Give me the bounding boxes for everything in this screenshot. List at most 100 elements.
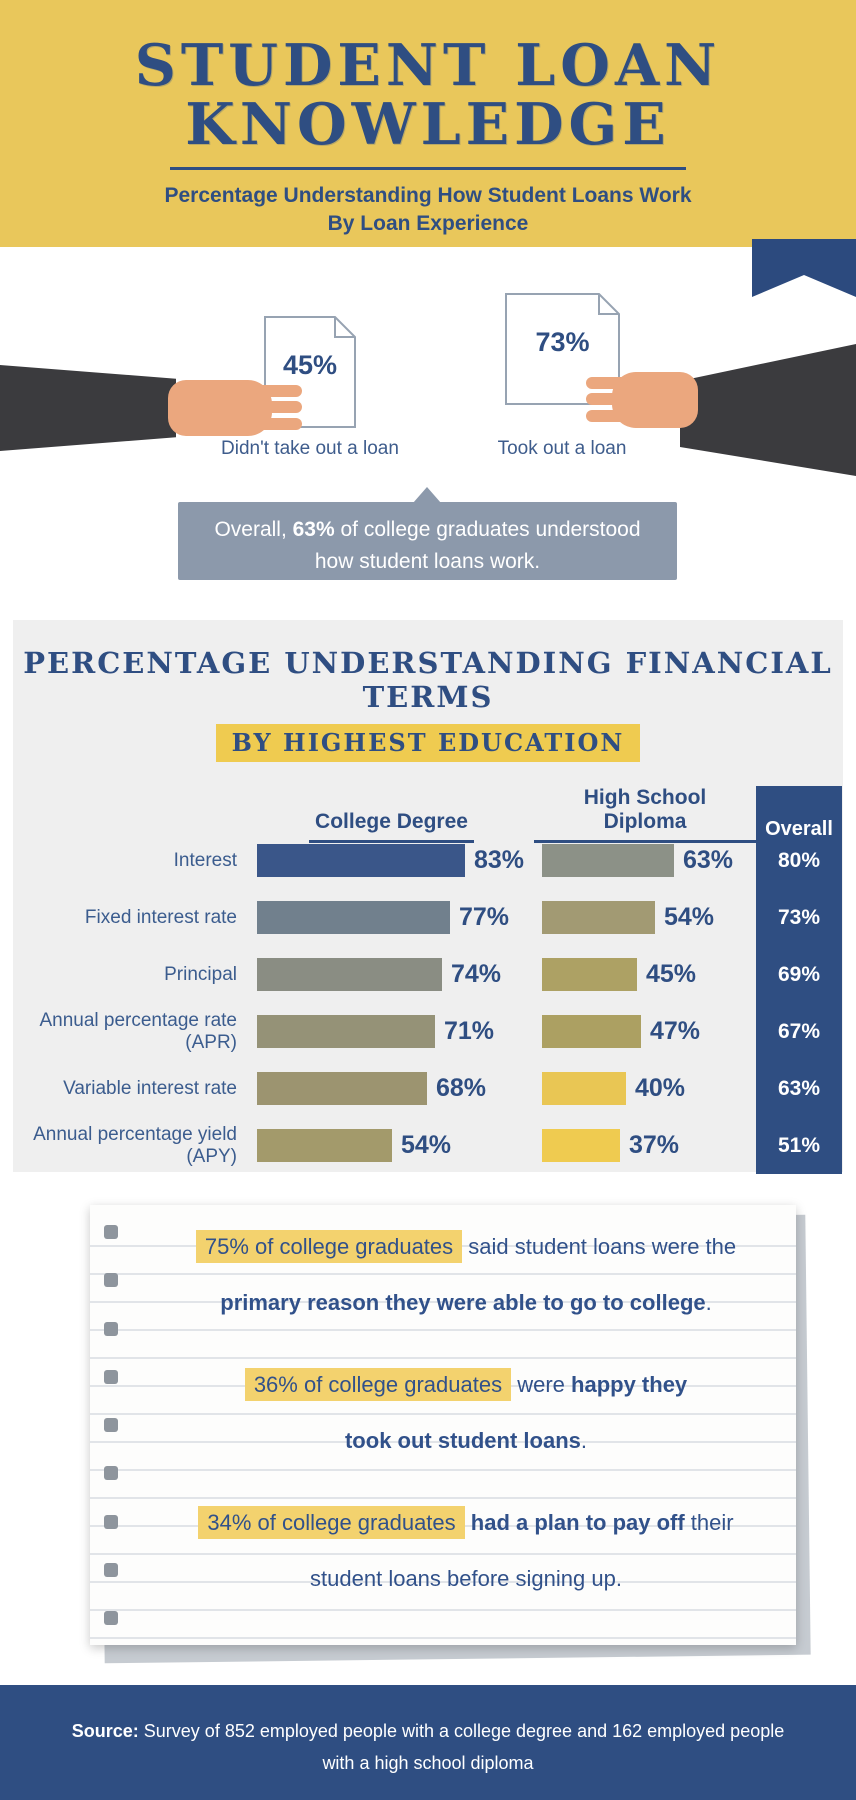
college-bar xyxy=(257,844,465,877)
hs-bar xyxy=(542,958,637,991)
college-bar-cell: 74% xyxy=(249,958,534,991)
college-bar-value: 77% xyxy=(459,903,510,931)
overall-suffix: of college graduates understood xyxy=(334,518,641,541)
college-bar xyxy=(257,1129,392,1162)
fact-1-line1: 75% of college graduates said student lo… xyxy=(154,1219,778,1275)
overall-value: 63% xyxy=(777,1076,821,1100)
college-column-header: College Degree xyxy=(249,810,534,851)
overall-value: 80% xyxy=(777,848,821,872)
hs-column-header: High School Diploma xyxy=(534,786,756,851)
loan-label: Took out a loan xyxy=(497,438,627,459)
college-bar xyxy=(257,1072,427,1105)
college-bar-cell: 77% xyxy=(249,901,534,934)
hs-bar-cell: 47% xyxy=(534,1015,756,1048)
footer: Source: Survey of 852 employed people wi… xyxy=(0,1685,856,1800)
paper-icon xyxy=(505,293,620,405)
finger-icon xyxy=(256,418,302,430)
overall-percent: 63% xyxy=(292,518,335,541)
overall-value: 67% xyxy=(777,1019,821,1043)
college-bar-cell: 71% xyxy=(249,1015,534,1048)
left-arm-sleeve xyxy=(0,365,176,451)
notebook-sheet xyxy=(90,1205,796,1645)
hs-bar-cell: 54% xyxy=(534,901,756,934)
no-loan-label: Didn't take out a loan xyxy=(221,438,399,459)
paper-no-loan: 45% xyxy=(264,316,356,433)
chart-table: College Degree High School Diploma Overa… xyxy=(14,786,842,1174)
college-bar-cell: 68% xyxy=(249,1072,534,1105)
hs-bar-cell: 45% xyxy=(534,958,756,991)
page-subtitle-line1: Percentage Understanding How Student Loa… xyxy=(164,183,692,207)
spiral-hole xyxy=(104,1562,118,1577)
spiral-hole xyxy=(104,1611,118,1625)
hs-bar-cell: 63% xyxy=(534,844,756,877)
hs-bar-cell: 37% xyxy=(534,1129,756,1162)
hs-bar-cell: 40% xyxy=(534,1072,756,1105)
college-bar-value: 71% xyxy=(444,1017,495,1045)
hs-bar-value: 47% xyxy=(650,1017,701,1045)
spiral-hole xyxy=(104,1321,118,1336)
hs-bar xyxy=(542,901,655,934)
hs-bar-value: 54% xyxy=(664,903,715,931)
chart-row: Annual percentage rate (APR) 71% 47% 67% xyxy=(14,1003,842,1060)
fact-1: 75% of college graduates said student lo… xyxy=(154,1219,778,1331)
term-label: Annual percentage yield (APY) xyxy=(33,1123,237,1167)
overall-banner-line2: how student loans work. xyxy=(314,549,541,573)
term-label: Principal xyxy=(164,963,237,985)
loan-value: 73% xyxy=(535,327,590,357)
overall-value: 51% xyxy=(777,1133,821,1157)
banner-notch xyxy=(413,487,441,503)
paper-loan: 73% xyxy=(505,293,620,410)
chart-header-row: College Degree High School Diploma Overa… xyxy=(14,786,842,843)
fact-2: 36% of college graduates were happy they… xyxy=(154,1357,778,1469)
fact-3: 34% of college graduates had a plan to p… xyxy=(154,1495,778,1607)
college-bar-value: 68% xyxy=(436,1074,487,1102)
page-title-line2: KNOWLEDGE xyxy=(185,91,671,159)
finger-icon xyxy=(586,410,628,422)
hs-bar-value: 37% xyxy=(629,1131,680,1159)
term-label: Annual percentage rate (APR) xyxy=(39,1009,237,1053)
chart-row: Fixed interest rate 77% 54% 73% xyxy=(14,889,842,946)
college-bar xyxy=(257,901,450,934)
source-line2: with a high school diploma xyxy=(322,1753,534,1774)
notebook-facts: 75% of college graduates said student lo… xyxy=(154,1219,778,1607)
college-bar xyxy=(257,958,442,991)
fact-2-highlight: 36% of college graduates xyxy=(244,1368,512,1401)
spiral-hole xyxy=(104,1369,118,1384)
overall-column xyxy=(756,786,842,1174)
hs-bar-value: 40% xyxy=(635,1074,686,1102)
term-label: Variable interest rate xyxy=(63,1077,237,1099)
left-hand-icon xyxy=(168,380,302,436)
chart-row: Principal 74% 45% 69% xyxy=(14,946,842,1003)
page-title-line1: STUDENT LOAN xyxy=(134,32,722,99)
hs-bar xyxy=(542,1015,641,1048)
overall-banner-line1: Overall, 63% of college graduates unders… xyxy=(178,514,677,546)
chart-section: PERCENTAGE UNDERSTANDING FINANCIAL TERMS… xyxy=(13,620,843,1174)
college-bar-value: 74% xyxy=(451,960,502,988)
finger-icon xyxy=(256,385,302,397)
overall-banner: Overall, 63% of college graduates unders… xyxy=(178,502,677,580)
no-loan-value: 45% xyxy=(282,350,338,380)
hs-bar xyxy=(542,844,674,877)
header: STUDENT LOAN KNOWLEDGE Percentage Unders… xyxy=(0,0,856,247)
page-subtitle-line2: By Loan Experience xyxy=(327,211,529,235)
spiral-hole xyxy=(104,1225,118,1239)
source-line1: Source: Survey of 852 employed people wi… xyxy=(71,1721,785,1741)
hs-bar xyxy=(542,1129,620,1162)
hs-bar-value: 63% xyxy=(683,846,734,874)
spiral-hole xyxy=(104,1273,118,1288)
college-bar xyxy=(257,1015,435,1048)
chart-row: Annual percentage yield (APY) 54% 37% 51% xyxy=(14,1117,842,1174)
fact-2-line1: 36% of college graduates were happy they xyxy=(154,1357,778,1413)
notebook-section: 75% of college graduates said student lo… xyxy=(90,1205,811,1664)
college-bar-value: 83% xyxy=(474,846,525,874)
term-label: Fixed interest rate xyxy=(84,906,237,928)
spiral-hole xyxy=(104,1466,118,1481)
spiral-holes xyxy=(104,1225,120,1625)
source-label: Source: xyxy=(71,1721,139,1741)
fact-1-line2: primary reason they were able to go to c… xyxy=(220,1290,712,1315)
overall-value: 73% xyxy=(777,905,821,929)
fact-3-highlight: 34% of college graduates xyxy=(198,1506,465,1539)
chart-title: PERCENTAGE UNDERSTANDING FINANCIAL TERMS xyxy=(23,646,833,714)
college-bar-cell: 54% xyxy=(249,1129,534,1162)
finger-icon xyxy=(256,401,302,413)
